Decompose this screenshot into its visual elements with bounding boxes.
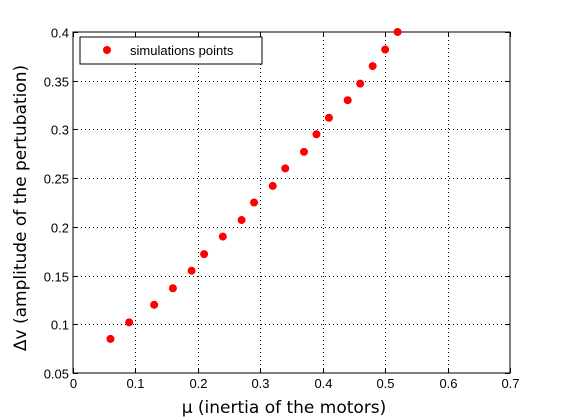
x-tick-label: 0.1 xyxy=(126,376,144,391)
y-tick-label: 0.3 xyxy=(51,123,69,138)
legend: simulations points xyxy=(79,36,263,65)
x-axis-label: μ (inertia of the motors) xyxy=(182,398,387,418)
data-point xyxy=(281,164,290,173)
data-point xyxy=(106,334,115,343)
y-tick-label: 0.25 xyxy=(44,172,69,187)
x-tick-label: 0 xyxy=(70,376,77,391)
x-tick-label: 0.2 xyxy=(189,376,207,391)
x-tick-label: 0.3 xyxy=(251,376,269,391)
y-tick-label: 0.4 xyxy=(51,26,69,41)
x-tick-label: 0.5 xyxy=(376,376,394,391)
data-points xyxy=(106,28,402,343)
data-point xyxy=(299,147,308,156)
data-point xyxy=(150,300,159,309)
legend-label: simulations points xyxy=(130,43,234,58)
y-tick-label: 0.15 xyxy=(44,270,69,285)
plot-area xyxy=(73,32,510,373)
plot-frame xyxy=(72,31,511,374)
data-point xyxy=(237,216,246,225)
legend-marker xyxy=(103,46,111,54)
x-tick-label: 0.7 xyxy=(501,376,519,391)
data-point xyxy=(268,181,277,190)
x-tick-label: 0.6 xyxy=(439,376,457,391)
data-point xyxy=(312,130,321,139)
data-point xyxy=(187,266,196,275)
grid xyxy=(73,32,510,373)
data-point xyxy=(200,250,209,259)
x-tick-label: 0.4 xyxy=(314,376,332,391)
y-tick-label: 0.35 xyxy=(44,75,69,90)
y-axis-label: Δv (amplitude of the pertubation) xyxy=(11,65,31,351)
x-axis-ticks: 0 0.1 0.2 0.3 0.4 0.5 0.6 0.7 xyxy=(70,32,520,391)
data-point xyxy=(393,28,402,36)
data-point xyxy=(168,284,177,293)
y-tick-label: 0.2 xyxy=(51,221,69,236)
data-point xyxy=(356,79,365,88)
data-point xyxy=(218,232,227,241)
y-tick-label: 0.1 xyxy=(51,318,69,333)
y-tick-label: 0.05 xyxy=(44,367,69,382)
y-axis-ticks: 0.05 0.1 0.15 0.2 0.25 0.3 0.35 0.4 xyxy=(44,26,510,382)
data-point xyxy=(381,45,390,54)
data-point xyxy=(125,318,134,327)
data-point xyxy=(250,198,259,207)
data-point xyxy=(368,62,377,71)
data-point xyxy=(343,96,352,105)
data-point xyxy=(324,113,333,122)
